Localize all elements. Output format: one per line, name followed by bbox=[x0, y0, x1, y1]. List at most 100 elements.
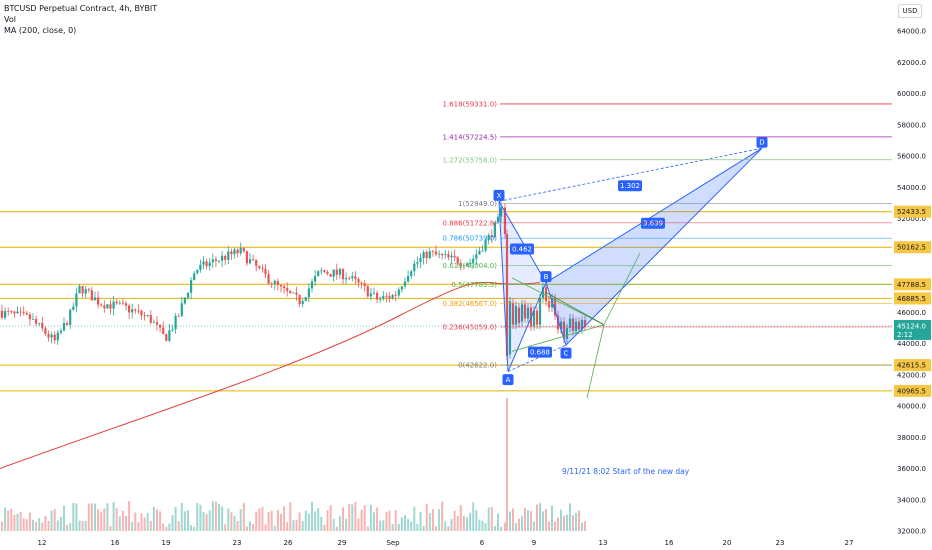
candle-body bbox=[183, 297, 186, 304]
volume-bar bbox=[47, 520, 50, 531]
current-price-countdown: 2:12 bbox=[897, 331, 913, 339]
volume-bar bbox=[255, 511, 258, 531]
price-tick-label: 64000.0 bbox=[897, 28, 926, 36]
candle-body bbox=[376, 292, 379, 300]
volume-bar bbox=[174, 506, 177, 531]
volume-bar bbox=[447, 526, 450, 531]
pattern-ratio-label: 0.462 bbox=[512, 245, 532, 253]
volume-bar bbox=[441, 501, 444, 531]
time-tick-label: 13 bbox=[599, 539, 608, 547]
candle-body bbox=[264, 268, 267, 275]
candle-body bbox=[547, 301, 551, 308]
volume-bar bbox=[56, 520, 59, 531]
candle-body bbox=[7, 310, 10, 312]
candle-body bbox=[273, 281, 276, 285]
volume-bar bbox=[512, 508, 514, 531]
fib-retracement-label: 0.786(50739.0) bbox=[443, 235, 498, 243]
volume-bar bbox=[320, 516, 323, 531]
volume-bar bbox=[214, 501, 217, 531]
candle-body bbox=[335, 269, 338, 275]
candle-body bbox=[236, 249, 239, 254]
candle-body bbox=[205, 261, 208, 267]
volume-bar bbox=[270, 510, 273, 531]
volume-bar bbox=[530, 511, 532, 531]
volume-bar bbox=[292, 520, 295, 531]
volume-bar bbox=[481, 520, 484, 531]
pattern-point-label: A bbox=[506, 376, 511, 384]
volume-bar bbox=[202, 512, 205, 531]
projection-line bbox=[511, 277, 605, 326]
candle-body bbox=[227, 251, 230, 260]
volume-bar bbox=[261, 506, 264, 531]
candle-body bbox=[112, 301, 115, 309]
volume-bar bbox=[252, 523, 255, 531]
candle-body bbox=[532, 310, 536, 327]
volume-bar bbox=[84, 520, 87, 531]
candle-body bbox=[508, 301, 512, 355]
volume-bar bbox=[416, 523, 419, 531]
volume-bar bbox=[345, 518, 348, 531]
candle-body bbox=[286, 288, 289, 292]
volume-bar bbox=[342, 507, 344, 531]
level-price-label: 40965.5 bbox=[897, 387, 926, 395]
time-axis[interactable]: 12 16 19 23 26 29 Sep 6 9 13 16 20 23 27 bbox=[0, 535, 932, 550]
candle-body bbox=[583, 320, 587, 327]
pattern-ratio-badge bbox=[510, 243, 534, 255]
volume-bar bbox=[560, 509, 562, 531]
pattern-ac bbox=[507, 344, 567, 372]
volume-bar bbox=[221, 506, 224, 531]
candle-body bbox=[416, 262, 419, 264]
volume-bar bbox=[4, 507, 7, 531]
candle-body bbox=[553, 298, 557, 316]
candle-body bbox=[38, 322, 41, 324]
volume-bar bbox=[459, 505, 462, 531]
candle-body bbox=[413, 263, 416, 272]
candle-body bbox=[22, 312, 25, 314]
candle-body bbox=[279, 285, 283, 287]
volume-bar bbox=[563, 515, 565, 531]
volume-bar bbox=[363, 505, 366, 531]
level-price-badge bbox=[894, 241, 931, 254]
volume-bar bbox=[533, 521, 535, 531]
candle-body bbox=[338, 269, 341, 275]
currency-button[interactable]: USD bbox=[898, 4, 922, 18]
projection-line bbox=[511, 324, 605, 352]
candle-body bbox=[326, 272, 329, 275]
volume-bar bbox=[307, 513, 310, 531]
volume-bar bbox=[289, 502, 292, 531]
candle-body bbox=[388, 296, 391, 299]
volume-bar bbox=[493, 525, 496, 531]
volume-bar bbox=[469, 512, 472, 531]
candle-body bbox=[134, 309, 137, 311]
candle-body bbox=[351, 276, 354, 279]
time-tick-label: 9 bbox=[532, 539, 536, 547]
volume-bar bbox=[128, 501, 131, 531]
volume-bar bbox=[143, 517, 146, 531]
volume-bar bbox=[566, 514, 568, 531]
volume-bar bbox=[575, 512, 577, 531]
volume-bar bbox=[397, 523, 400, 531]
pattern-point-badge bbox=[756, 136, 768, 148]
candle-body bbox=[526, 307, 530, 319]
volume-bar bbox=[317, 508, 320, 531]
volume-bar bbox=[100, 512, 103, 531]
candle-body bbox=[475, 254, 478, 259]
volume-bar bbox=[323, 524, 326, 531]
fib-extension-label: 1.272(55758.0) bbox=[443, 156, 498, 164]
candle-body bbox=[541, 287, 545, 299]
volume-bar bbox=[13, 514, 16, 531]
volume-bar bbox=[453, 510, 456, 531]
volume-bar bbox=[366, 526, 369, 531]
volume-bar bbox=[326, 510, 329, 531]
time-tick-label: 23 bbox=[233, 539, 242, 547]
volume-bar bbox=[295, 519, 298, 531]
legend-ma: MA (200, close, 0) bbox=[4, 26, 77, 35]
candle-body bbox=[493, 222, 496, 238]
volume-bar bbox=[190, 525, 193, 531]
candle-body bbox=[208, 262, 211, 267]
price-axis[interactable]: 32000.0 34000.0 36000.0 38000.0 40000.0 42000… bbox=[892, 0, 932, 550]
volume-bar bbox=[304, 510, 307, 531]
candle-body bbox=[140, 310, 143, 316]
volume-bar bbox=[81, 520, 84, 531]
